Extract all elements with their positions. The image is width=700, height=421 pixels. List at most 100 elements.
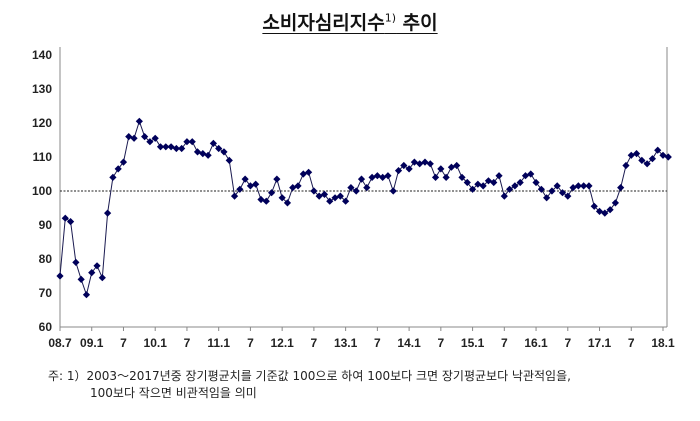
data-point bbox=[389, 187, 397, 195]
data-point bbox=[458, 173, 466, 181]
data-point bbox=[511, 182, 519, 190]
data-point bbox=[178, 144, 186, 153]
data-point bbox=[548, 187, 556, 195]
data-point bbox=[368, 173, 376, 181]
data-point bbox=[156, 143, 165, 151]
x-tick-label: 11.1 bbox=[207, 336, 230, 350]
data-point bbox=[664, 153, 672, 161]
data-point bbox=[273, 175, 281, 183]
x-tick-label: 7 bbox=[564, 336, 571, 350]
title-suffix: 추이 bbox=[396, 12, 438, 34]
data-point bbox=[294, 182, 302, 190]
data-point bbox=[638, 156, 646, 164]
data-point bbox=[384, 172, 392, 180]
data-point bbox=[516, 178, 524, 187]
data-point bbox=[289, 184, 297, 192]
data-point bbox=[130, 134, 138, 142]
data-point bbox=[188, 138, 196, 146]
data-point bbox=[606, 206, 614, 214]
x-tick-label: 13.1 bbox=[334, 336, 358, 350]
data-point bbox=[617, 184, 625, 192]
y-tick-label: 140 bbox=[32, 48, 52, 62]
data-point bbox=[585, 182, 593, 190]
x-tick-label: 7 bbox=[374, 336, 381, 350]
data-point bbox=[114, 165, 122, 173]
data-point bbox=[56, 272, 64, 280]
data-point bbox=[278, 194, 286, 202]
data-point bbox=[569, 184, 577, 192]
data-point bbox=[442, 173, 450, 181]
data-point bbox=[162, 143, 170, 151]
data-point bbox=[88, 269, 96, 277]
data-point bbox=[373, 172, 381, 180]
y-tick-label: 60 bbox=[39, 320, 53, 334]
data-point bbox=[93, 262, 101, 270]
data-point bbox=[141, 133, 149, 141]
data-point bbox=[474, 180, 482, 188]
data-point bbox=[72, 258, 80, 266]
data-point bbox=[183, 138, 191, 146]
data-point bbox=[447, 163, 456, 171]
x-tick-label: 18.1 bbox=[651, 336, 675, 350]
data-point bbox=[283, 199, 292, 207]
data-point bbox=[262, 197, 270, 205]
y-tick-label: 100 bbox=[32, 184, 52, 198]
data-point bbox=[230, 192, 239, 200]
x-tick-label: 7 bbox=[184, 336, 191, 350]
data-point bbox=[437, 165, 445, 173]
x-tick-label: 17.1 bbox=[588, 336, 612, 350]
data-point bbox=[172, 144, 180, 153]
data-point bbox=[305, 168, 313, 176]
data-point bbox=[643, 160, 651, 168]
data-point bbox=[241, 175, 249, 183]
data-point bbox=[537, 185, 545, 193]
data-point bbox=[336, 192, 344, 200]
data-point bbox=[463, 178, 471, 187]
data-point bbox=[426, 160, 434, 168]
data-point bbox=[527, 170, 535, 178]
data-point bbox=[204, 151, 212, 159]
data-point bbox=[320, 190, 329, 198]
y-tick-label: 110 bbox=[33, 150, 53, 164]
data-point bbox=[104, 209, 112, 217]
data-point bbox=[209, 139, 217, 147]
data-point bbox=[342, 197, 350, 205]
data-point bbox=[119, 158, 128, 166]
data-point bbox=[611, 199, 619, 207]
data-point bbox=[61, 214, 69, 222]
x-tick-label: 15.1 bbox=[461, 336, 485, 350]
data-point bbox=[220, 148, 228, 156]
data-point bbox=[500, 192, 508, 200]
data-point bbox=[352, 187, 360, 195]
data-point bbox=[632, 150, 641, 158]
data-point bbox=[495, 172, 503, 180]
data-point bbox=[574, 182, 582, 190]
data-point bbox=[601, 209, 609, 217]
title-footnote-mark: 1) bbox=[384, 11, 397, 25]
data-point bbox=[66, 218, 75, 226]
footnote: 주: 1）2003～2017년중 장기평균치를 기준값 100으로 하여 100… bbox=[48, 368, 571, 402]
data-point bbox=[558, 189, 567, 197]
data-point bbox=[151, 134, 159, 142]
data-point bbox=[468, 185, 477, 193]
data-point bbox=[622, 161, 630, 170]
data-point bbox=[236, 185, 244, 193]
data-point bbox=[543, 194, 551, 202]
x-tick-label: 7 bbox=[501, 336, 508, 350]
data-point bbox=[225, 156, 233, 164]
data-point bbox=[654, 146, 662, 154]
y-tick-label: 70 bbox=[39, 286, 53, 300]
data-point bbox=[564, 192, 572, 200]
data-point bbox=[484, 177, 493, 185]
data-point bbox=[326, 197, 334, 205]
data-point bbox=[405, 165, 413, 173]
data-point bbox=[410, 158, 418, 166]
data-point bbox=[310, 187, 318, 195]
footnote-line-1: 주: 1）2003～2017년중 장기평균치를 기준값 100으로 하여 100… bbox=[48, 369, 571, 383]
y-tick-label: 80 bbox=[39, 252, 53, 266]
x-tick-label: 10.1 bbox=[144, 336, 168, 350]
data-point bbox=[394, 167, 403, 175]
x-tick-label: 7 bbox=[437, 336, 444, 350]
x-tick-label: 7 bbox=[120, 336, 127, 350]
x-tick-label: 7 bbox=[311, 336, 318, 350]
